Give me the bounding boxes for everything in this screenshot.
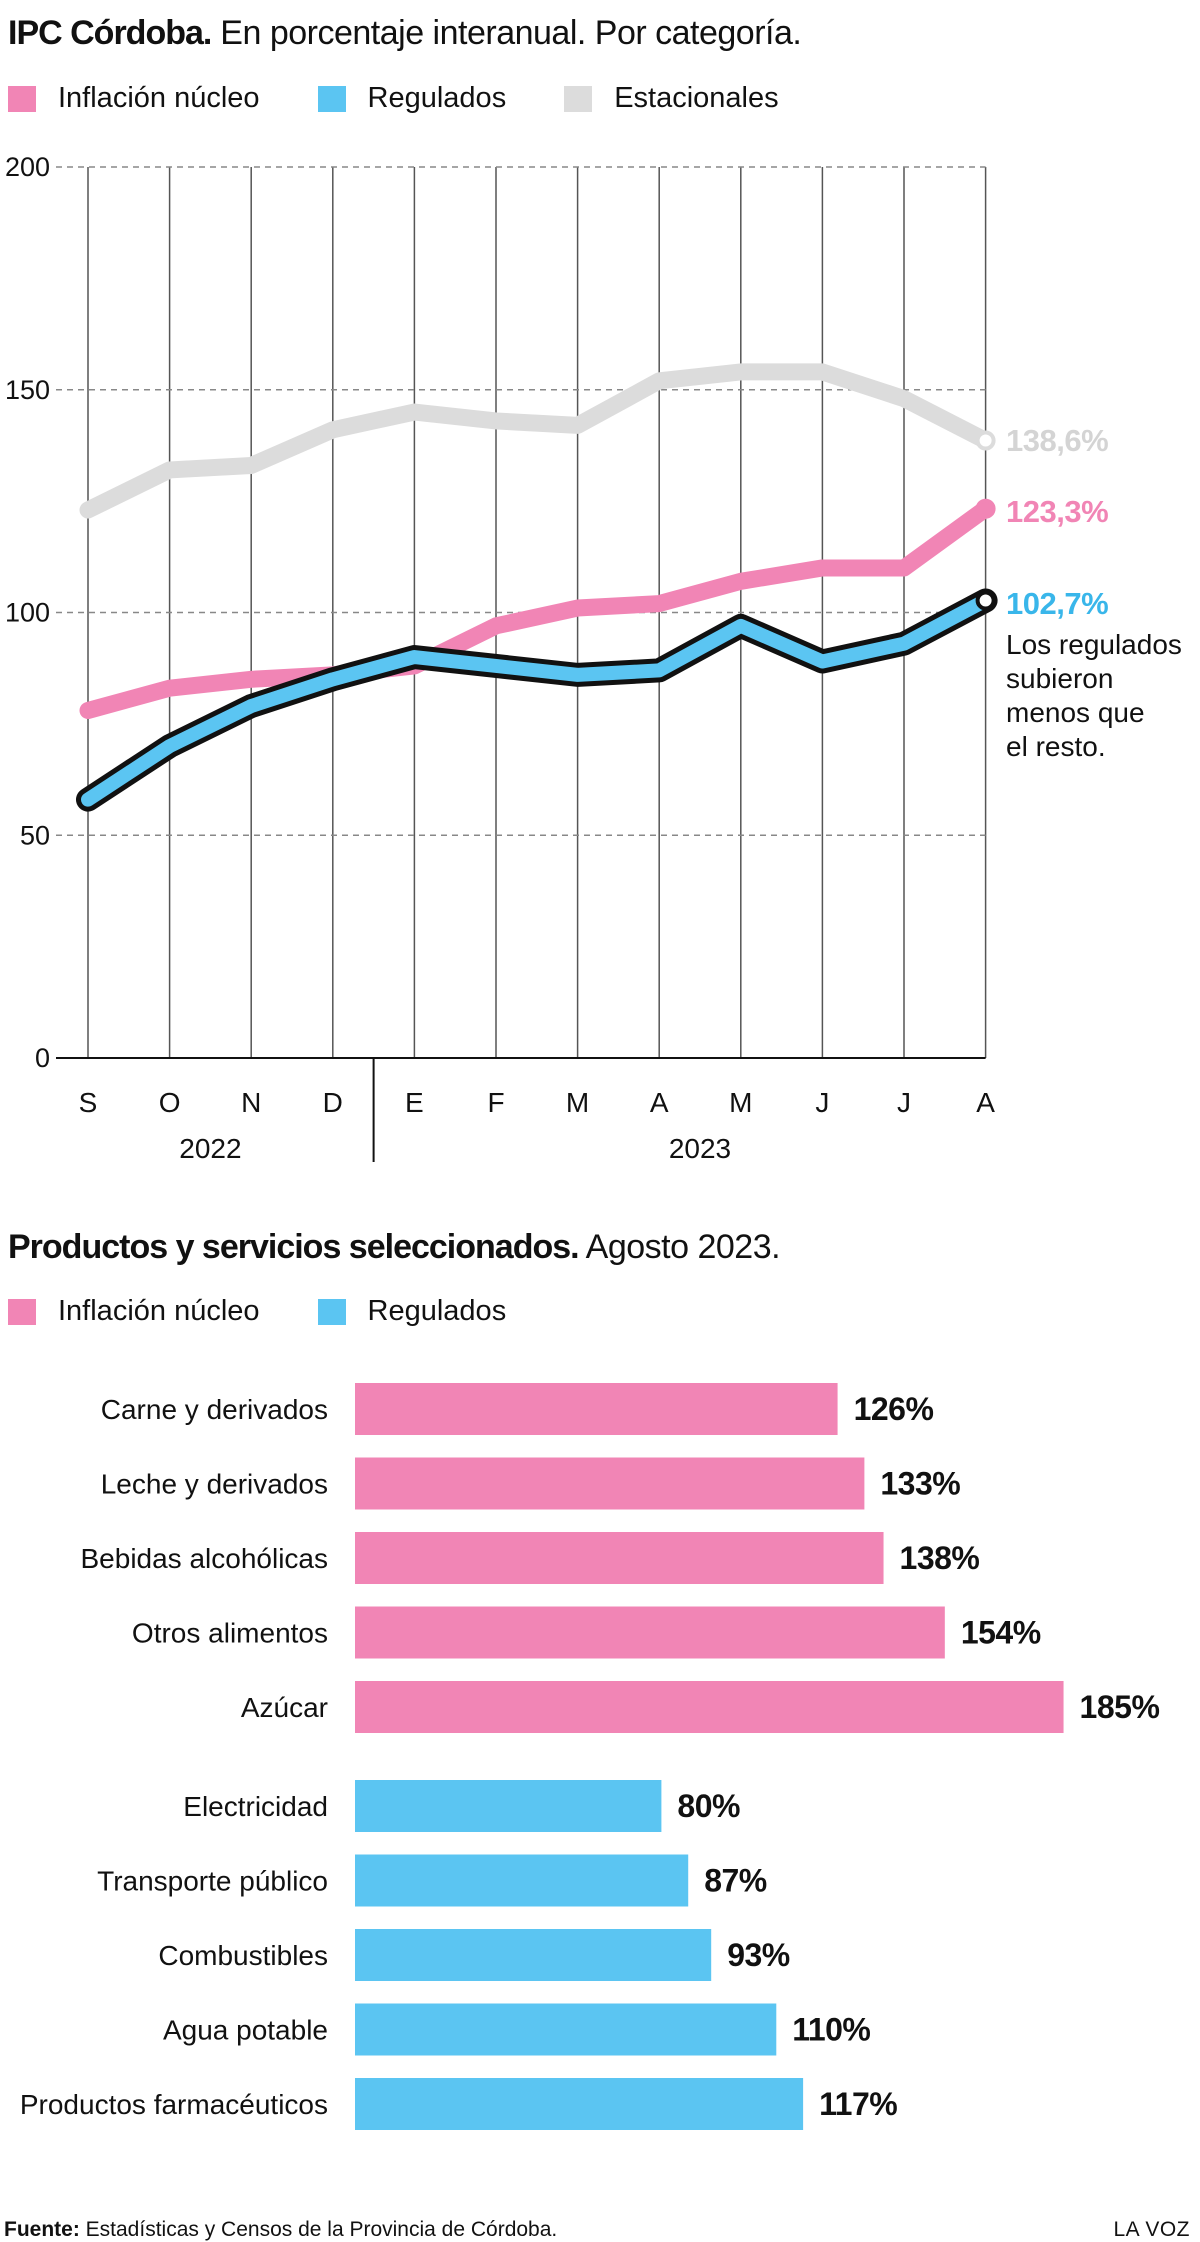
x-tick-label: E [405,1087,424,1118]
legend2-label-regulados: Regulados [367,1295,507,1327]
x-tick-label: O [159,1087,181,1118]
bar-category-label: Transporte público [97,1866,328,1897]
legend-swatch-estacionales [564,85,593,112]
bar-category-label: Carne y derivados [101,1394,328,1425]
chart2-legend: Inflación núcleo Regulados [8,1295,564,1328]
chart2-title-rest: Agosto 2023. [585,1228,781,1266]
chart2-title-bold: Productos y servicios seleccionados. [8,1228,580,1266]
y-tick-label: 100 [5,598,50,628]
annotation-line: menos que [1006,697,1145,728]
source-text: Estadísticas y Censos de la Provincia de… [79,2218,558,2241]
bar-value-label: 138% [900,1540,980,1576]
bar [355,1929,712,1981]
legend2-item-regulados: Regulados [317,1295,507,1328]
chart1-title-rest: En porcentaje interanual. Por categoría. [220,14,802,52]
y-tick-label: 0 [35,1043,50,1073]
chart2-title: Productos y servicios seleccionados. Ago… [8,1228,781,1267]
bar-category-label: Bebidas alcohólicas [81,1543,329,1574]
source-note: Fuente: Estadísticas y Censos de la Prov… [4,2218,557,2242]
end-label-nucleo: 123,3% [1006,494,1108,529]
bar [355,1854,689,1907]
bar-category-label: Azúcar [241,1692,328,1723]
legend-item-estacionales: Estacionales [564,82,779,115]
x-tick-label: A [650,1087,669,1118]
legend2-item-nucleo: Inflación núcleo [8,1295,260,1328]
x-tick-label: M [729,1087,752,1118]
legend2-label-nucleo: Inflación núcleo [58,1295,260,1327]
bar-category-label: Otros alimentos [132,1618,328,1649]
bar-value-label: 126% [854,1391,934,1427]
legend-item-nucleo: Inflación núcleo [8,82,260,115]
end-label-estacionales: 138,6% [1006,423,1108,458]
x-tick-label: F [487,1087,504,1118]
annotation-line: Los regulados [1006,629,1182,660]
series-line-nucleo [79,500,995,720]
source-label: Fuente: [4,2218,80,2241]
annotation-line: el resto. [1006,731,1106,762]
bar [355,1780,662,1832]
x-tick-label: A [976,1087,995,1118]
y-tick-label: 200 [5,152,50,182]
line-chart: 0 50 100 150 200 S O N D E F M A M J J A 2022 2023 138,6% 12… [5,152,1182,1164]
bar-category-label: Electricidad [183,1791,328,1822]
bar-category-label: Leche y derivados [101,1469,328,1500]
bar-value-label: 185% [1080,1689,1160,1725]
bar [355,1532,884,1584]
legend-swatch-regulados [317,85,346,112]
annotation-line: subieron [1006,663,1113,694]
end-marker-nucleo [975,498,996,519]
y-tick-label: 150 [5,375,50,405]
legend2-swatch-nucleo [8,1298,36,1325]
chart1-legend: Inflación núcleo Regulados Estacionales [8,82,837,115]
series-line-regulados [81,593,993,807]
brand-logo: LA VOZ [1113,2218,1190,2241]
year-label: 2022 [179,1133,241,1164]
chart1-title-bold: IPC Córdoba. [8,14,212,52]
chart1-title: IPC Córdoba. En porcentaje interanual. P… [8,14,802,53]
bar [355,2078,804,2130]
legend-label-regulados: Regulados [367,82,507,114]
x-tick-label: D [323,1087,343,1118]
bar-value-label: 154% [961,1615,1041,1651]
year-label: 2023 [669,1133,731,1164]
end-marker-regulados [975,590,996,611]
bar-value-label: 133% [880,1466,960,1502]
legend-swatch-nucleo [8,85,36,112]
bar-value-label: 117% [819,2086,897,2122]
bar [355,2003,777,2056]
legend-item-regulados: Regulados [317,82,507,115]
end-label-regulados: 102,7% [1006,586,1108,621]
bar-category-label: Combustibles [158,1940,328,1971]
legend-label-estacionales: Estacionales [614,82,779,114]
x-tick-label: J [897,1087,911,1118]
y-tick-label: 50 [20,820,50,850]
series-line-estacionales [79,363,995,519]
bar-value-label: 110% [792,2012,870,2048]
bar-value-label: 87% [704,1863,767,1899]
legend-label-nucleo: Inflación núcleo [58,82,260,114]
bar-category-label: Productos farmacéuticos [20,2089,328,2120]
bar [355,1681,1064,1733]
end-marker-estacionales [975,430,996,451]
bar-category-label: Agua potable [163,2015,328,2046]
bar-value-label: 93% [727,1937,790,1973]
x-tick-label: M [566,1087,589,1118]
legend2-swatch-regulados [317,1298,346,1325]
x-tick-label: S [79,1087,98,1118]
bar [355,1383,838,1435]
x-tick-label: N [241,1087,261,1118]
bar [355,1457,865,1510]
x-tick-label: J [815,1087,829,1118]
bar [355,1606,945,1659]
bar-value-label: 80% [677,1788,740,1824]
